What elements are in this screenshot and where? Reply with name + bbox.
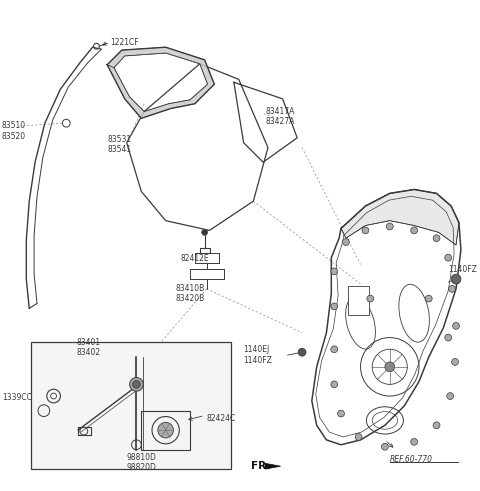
Circle shape <box>386 223 393 230</box>
Polygon shape <box>107 47 215 118</box>
Circle shape <box>451 274 461 284</box>
Circle shape <box>411 438 418 445</box>
Circle shape <box>337 410 345 417</box>
Circle shape <box>433 235 440 242</box>
Text: FR.: FR. <box>252 462 271 471</box>
FancyBboxPatch shape <box>348 286 369 315</box>
Circle shape <box>158 422 173 438</box>
Circle shape <box>382 443 388 450</box>
Circle shape <box>331 381 337 388</box>
Text: 98810D
98820D: 98810D 98820D <box>127 453 156 472</box>
Circle shape <box>453 323 459 329</box>
Text: 82412E: 82412E <box>180 254 209 263</box>
Circle shape <box>130 378 143 391</box>
Circle shape <box>331 268 337 275</box>
Circle shape <box>202 229 207 235</box>
Text: 1140FZ: 1140FZ <box>448 265 477 273</box>
Circle shape <box>445 334 452 341</box>
Text: 82424C: 82424C <box>206 413 236 423</box>
Text: REF.60-770: REF.60-770 <box>390 455 433 464</box>
Circle shape <box>362 227 369 234</box>
Circle shape <box>132 381 140 388</box>
Circle shape <box>298 348 306 356</box>
Circle shape <box>367 295 374 302</box>
Circle shape <box>452 358 458 365</box>
Polygon shape <box>341 190 459 245</box>
Circle shape <box>331 346 337 353</box>
Text: 83417A
83427A: 83417A 83427A <box>265 107 294 126</box>
Circle shape <box>449 285 456 292</box>
Circle shape <box>447 393 454 400</box>
Circle shape <box>343 239 349 246</box>
Circle shape <box>355 434 362 440</box>
Circle shape <box>433 422 440 429</box>
Text: 1339CC: 1339CC <box>2 393 32 402</box>
Text: 1221CF: 1221CF <box>110 38 139 48</box>
Text: 83531
83541: 83531 83541 <box>107 135 132 154</box>
Circle shape <box>385 362 395 372</box>
Text: 83410B
83420B: 83410B 83420B <box>175 284 204 303</box>
Circle shape <box>331 303 337 310</box>
Circle shape <box>425 295 432 302</box>
Text: 83401
83402: 83401 83402 <box>76 338 100 357</box>
Circle shape <box>411 227 418 234</box>
FancyBboxPatch shape <box>31 342 231 469</box>
Text: 1140EJ
1140FZ: 1140EJ 1140FZ <box>244 345 273 365</box>
Polygon shape <box>265 464 281 469</box>
Text: 83510
83520: 83510 83520 <box>2 121 26 140</box>
Circle shape <box>445 254 452 261</box>
